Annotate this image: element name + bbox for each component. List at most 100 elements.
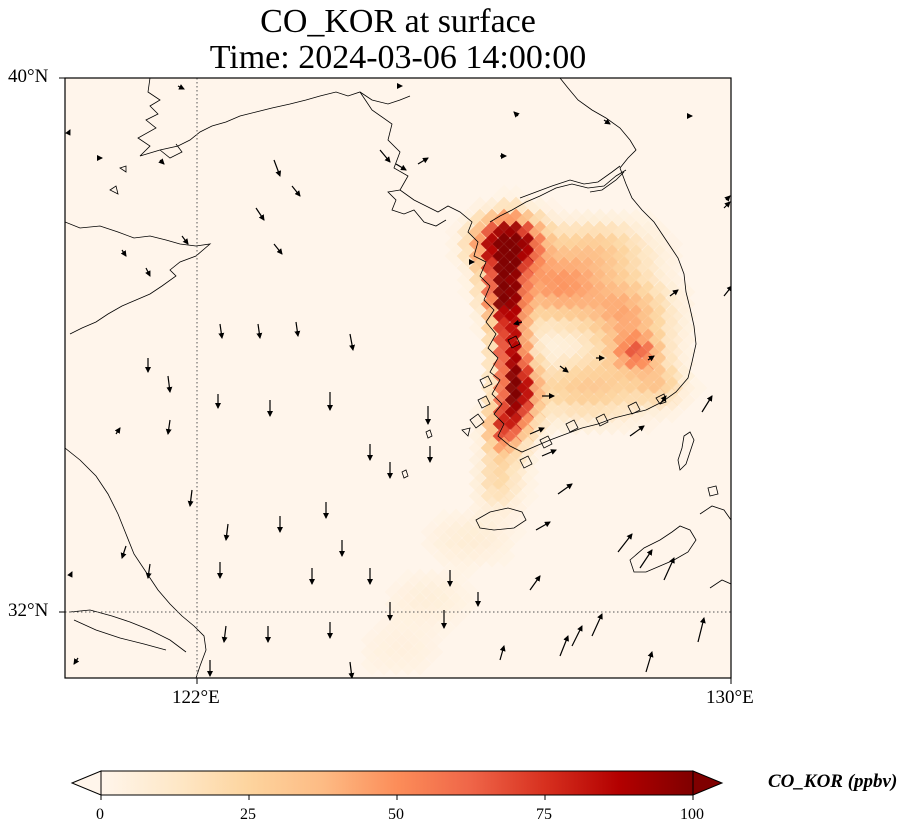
colorbar-label: CO_KOR (ppbv) <box>768 771 898 792</box>
concentration-cell <box>636 328 660 352</box>
concentration-cell <box>504 268 528 292</box>
concentration-cell <box>636 376 660 400</box>
wind-arrow <box>187 489 194 507</box>
concentration-cell <box>540 352 564 376</box>
concentration-cell <box>396 628 420 652</box>
concentration-cell <box>552 412 576 436</box>
concentration-cell <box>528 340 552 364</box>
concentration-cell <box>480 484 504 508</box>
concentration-cell <box>408 580 432 604</box>
concentration-cell <box>456 280 480 304</box>
concentration-cell <box>528 388 552 412</box>
wind-arrow <box>535 521 551 531</box>
wind-arrow <box>273 159 282 177</box>
concentration-cell <box>492 520 516 544</box>
concentration-cell <box>600 400 624 424</box>
concentration-cell <box>636 364 660 388</box>
concentration-cell <box>480 280 504 304</box>
concentration-cell <box>552 256 576 280</box>
wind-arrow <box>499 645 506 661</box>
concentration-cell <box>660 292 684 316</box>
concentration-cell <box>516 460 540 484</box>
concentration-cell <box>588 256 612 280</box>
lat-tick-32n: 32°N <box>8 600 49 621</box>
concentration-cell <box>540 328 564 352</box>
concentration-cell <box>468 544 492 568</box>
concentration-cell <box>672 292 696 316</box>
lon-tick-130e: 130°E <box>706 687 754 708</box>
concentration-cell <box>624 340 648 364</box>
concentration-cell <box>420 580 444 604</box>
concentration-cell <box>672 328 696 352</box>
wind-arrow <box>529 427 545 435</box>
concentration-cell <box>480 412 504 436</box>
concentration-cell <box>540 340 564 364</box>
concentration-cell <box>576 340 600 364</box>
concentration-cell <box>576 256 600 280</box>
wind-arrow <box>571 625 583 647</box>
wind-arrow <box>617 533 633 553</box>
concentration-cell <box>360 628 384 652</box>
wind-arrow <box>255 207 265 221</box>
wind-arrow <box>659 395 667 405</box>
concentration-cell <box>432 532 456 556</box>
axis-tick-marks <box>59 77 732 684</box>
concentration-cell <box>600 268 624 292</box>
wind-arrow <box>645 651 654 673</box>
concentration-cell <box>612 364 636 388</box>
concentration-cell <box>588 376 612 400</box>
concentration-cell <box>492 472 516 496</box>
concentration-cell <box>396 604 420 628</box>
wind-arrow <box>218 323 225 339</box>
concentration-cell <box>576 400 600 424</box>
wind-arrow <box>529 575 541 591</box>
concentration-cell <box>588 328 612 352</box>
concentration-cell <box>492 364 516 388</box>
concentration-cell <box>576 292 600 316</box>
concentration-cell <box>516 268 540 292</box>
concentration-cell <box>468 280 492 304</box>
concentration-cell <box>600 256 624 280</box>
concentration-cell <box>636 268 660 292</box>
concentration-cell <box>504 460 528 484</box>
concentration-cell <box>408 616 432 640</box>
concentration-cell <box>420 604 444 628</box>
wind-arrow <box>348 661 355 678</box>
concentration-cell <box>480 448 504 472</box>
concentration-cell <box>648 400 672 424</box>
concentration-cell <box>528 304 552 328</box>
concentration-cell <box>552 280 576 304</box>
concentration-cell <box>516 280 540 304</box>
concentration-cell <box>444 592 468 616</box>
concentration-cell <box>612 292 636 316</box>
concentration-cell <box>600 328 624 352</box>
concentration-cell <box>516 424 540 448</box>
concentration-cell <box>504 400 528 424</box>
concentration-cell <box>420 520 444 544</box>
concentration-cell <box>432 520 456 544</box>
concentration-cell <box>648 256 672 280</box>
concentration-cell <box>624 256 648 280</box>
gridlines <box>65 78 731 678</box>
colorbar-tick-0: 0 <box>96 806 104 823</box>
concentration-cell <box>420 640 444 664</box>
wind-arrow <box>158 158 165 165</box>
concentration-cell <box>468 484 492 508</box>
concentration-cell <box>552 292 576 316</box>
concentration-cell <box>576 316 600 340</box>
concentration-cell <box>468 412 492 436</box>
concentration-cell <box>372 640 396 664</box>
concentration-cell <box>576 388 600 412</box>
concentration-cell <box>504 508 528 532</box>
concentration-cell <box>528 280 552 304</box>
concentration-cell <box>456 508 480 532</box>
concentration-cell <box>504 412 528 436</box>
concentration-cell <box>576 352 600 376</box>
concentration-cell <box>624 328 648 352</box>
concentration-cell <box>360 640 384 664</box>
concentration-cell <box>648 316 672 340</box>
wind-arrow <box>647 355 655 362</box>
wind-arrow <box>639 549 653 569</box>
concentration-cell <box>540 376 564 400</box>
concentration-cell <box>360 652 384 676</box>
